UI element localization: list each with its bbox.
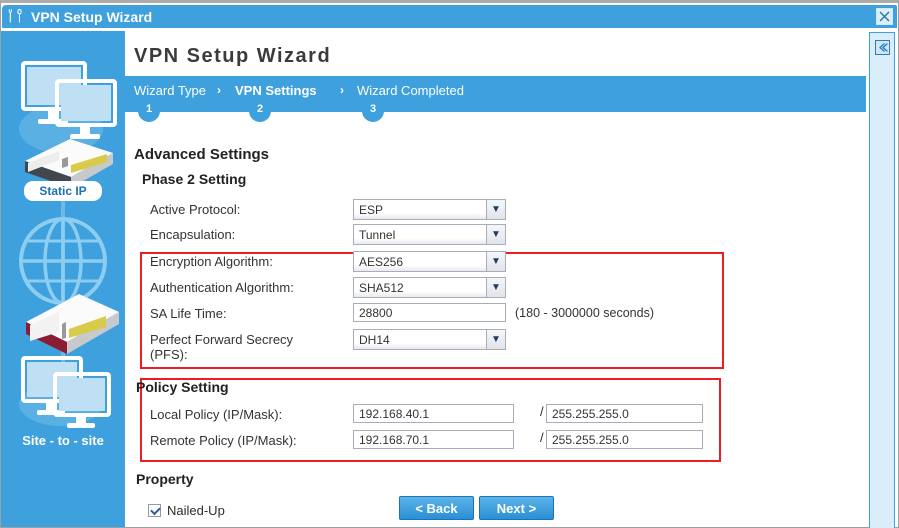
- svg-text:Static IP: Static IP: [39, 184, 86, 198]
